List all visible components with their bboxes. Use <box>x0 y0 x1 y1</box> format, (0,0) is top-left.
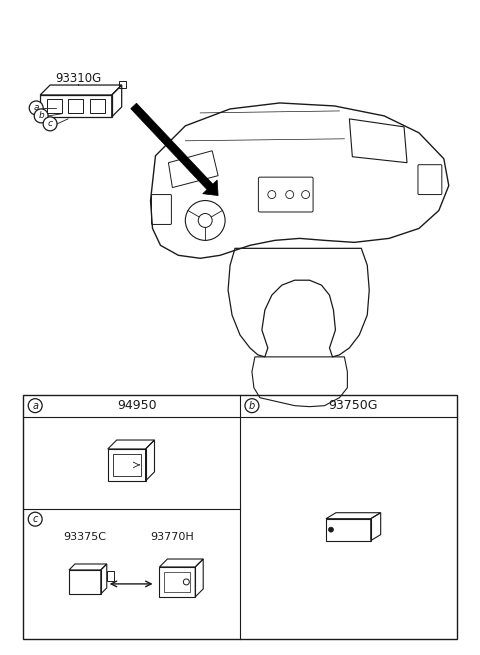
Text: a: a <box>34 103 39 113</box>
Text: c: c <box>33 514 38 524</box>
Circle shape <box>43 117 57 131</box>
Circle shape <box>28 399 42 413</box>
Text: c: c <box>48 119 53 128</box>
Circle shape <box>328 527 334 532</box>
Text: 93310G: 93310G <box>55 71 101 84</box>
Text: 93770H: 93770H <box>151 532 194 542</box>
Circle shape <box>245 399 259 413</box>
Text: 93375C: 93375C <box>63 532 107 542</box>
Text: 94950: 94950 <box>117 399 156 412</box>
Text: 93750G: 93750G <box>329 399 378 412</box>
Circle shape <box>29 101 43 115</box>
Circle shape <box>34 109 48 123</box>
Text: b: b <box>38 111 44 121</box>
Circle shape <box>28 512 42 526</box>
Text: a: a <box>32 401 38 411</box>
Text: b: b <box>249 401 255 411</box>
Polygon shape <box>131 103 218 196</box>
